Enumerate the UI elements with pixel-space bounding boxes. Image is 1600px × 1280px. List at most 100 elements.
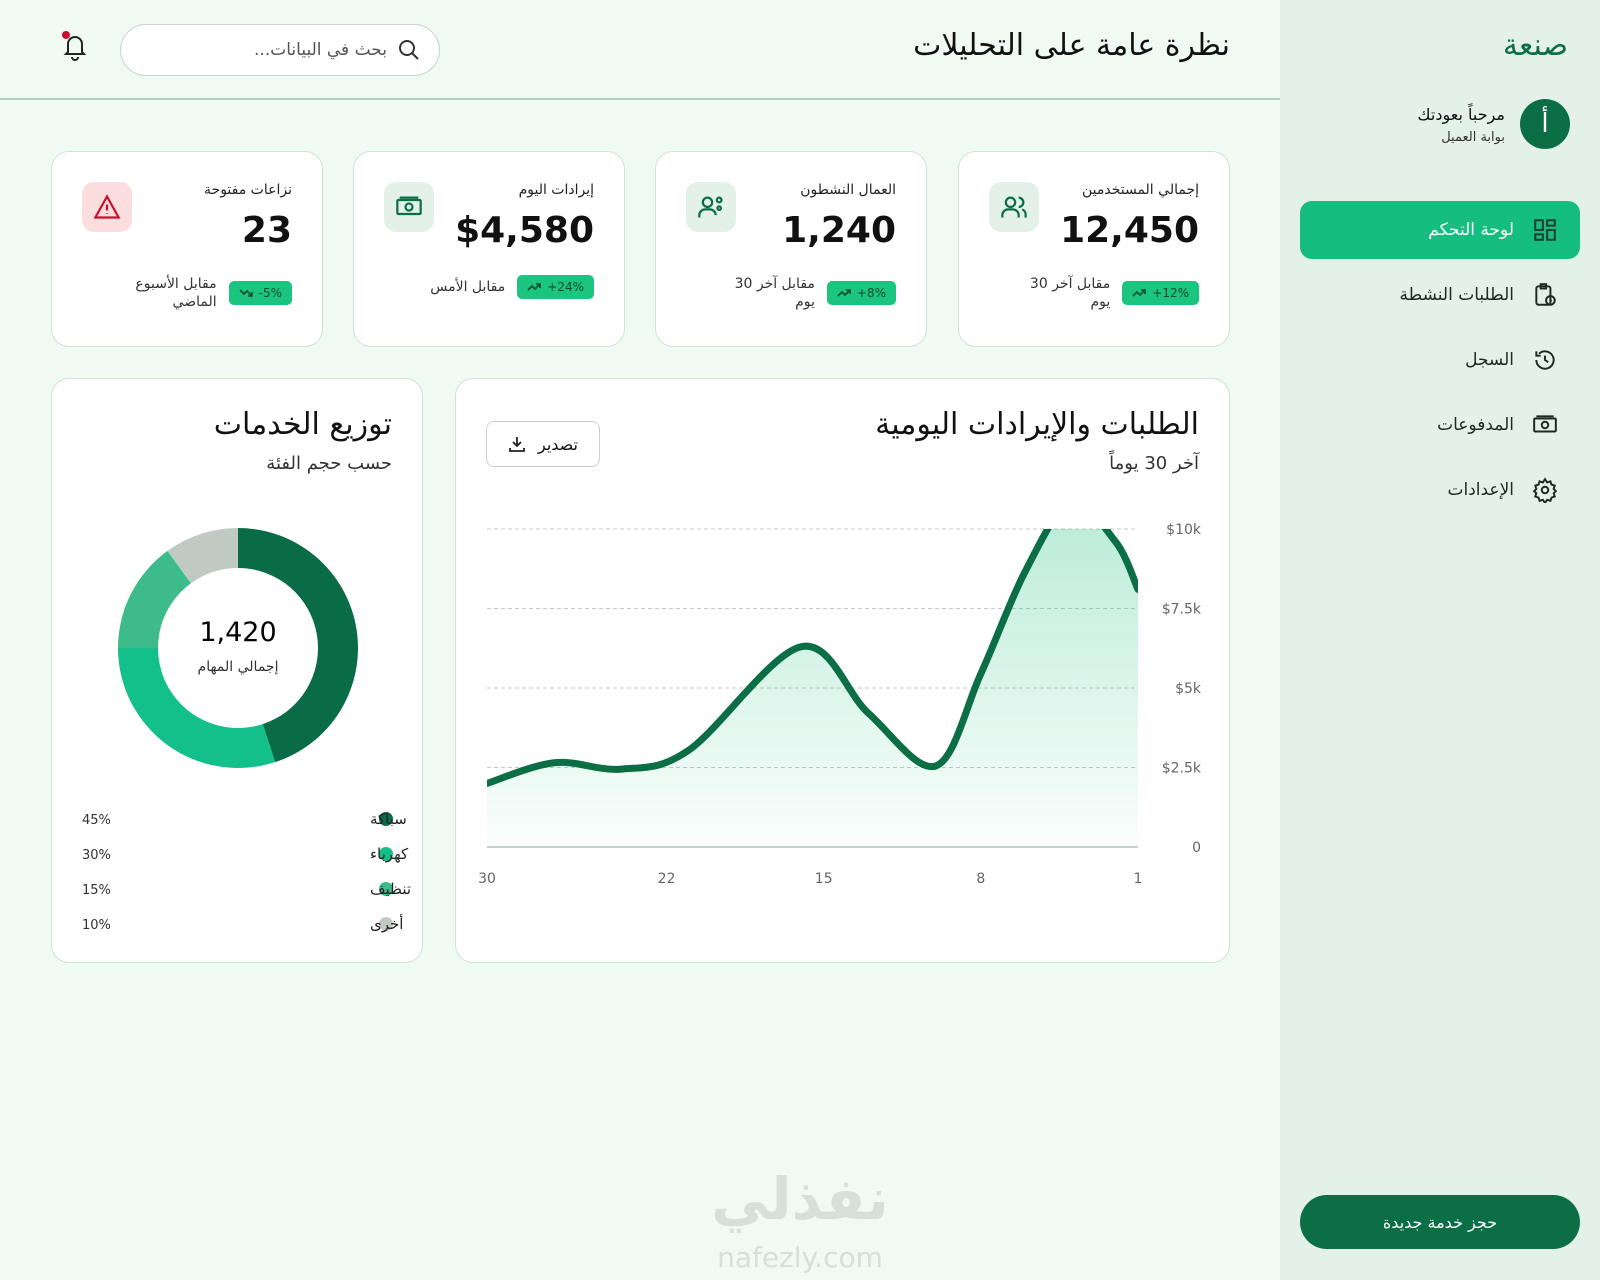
legend-label: سباكة xyxy=(370,810,407,828)
stat-card: إجمالي المستخدمين 12,450 +12% مقابل آخر 30 … xyxy=(958,151,1230,347)
stat-icon xyxy=(384,182,434,232)
legend-value: 10% xyxy=(82,918,111,933)
cta-button[interactable]: حجز خدمة جديدة xyxy=(1300,1195,1580,1249)
y-tick-label: 0 xyxy=(1192,840,1201,856)
nav-item[interactable]: السجل xyxy=(1300,331,1580,389)
stat-card: إيرادات اليوم $4,580 +24% مقابل الأمس xyxy=(353,151,625,347)
comparison: مقابل الأمس xyxy=(430,278,506,295)
change-badge: +12% xyxy=(1122,281,1199,306)
nav-icon xyxy=(1535,350,1555,370)
stat-card: العمال النشطون 1,240 +8% مقابل آخر 30 يوم xyxy=(655,151,927,347)
donut-slice xyxy=(118,550,191,648)
legend-value: 15% xyxy=(82,883,111,898)
legend-swatch xyxy=(379,812,393,826)
nav-icon xyxy=(1532,477,1558,503)
download-icon xyxy=(509,437,525,452)
legend-swatch xyxy=(379,847,393,861)
nav-icon xyxy=(1533,415,1557,433)
stat-icon xyxy=(82,182,132,232)
role: بوابة العميل xyxy=(1441,130,1505,145)
stat-label: نزاعات مفتوحة xyxy=(204,182,292,198)
change-value: -5% xyxy=(258,286,282,301)
y-tick-label: $7.5k xyxy=(1162,602,1202,618)
x-tick-label: 22 xyxy=(658,871,676,887)
legend-swatch xyxy=(379,882,393,896)
icon xyxy=(93,194,121,219)
x-tick-label: 30 xyxy=(478,871,496,887)
header-divider xyxy=(0,98,1280,100)
nav-item[interactable]: المدفوعات xyxy=(1300,396,1580,454)
page-title: نظرة عامة على التحليلات xyxy=(913,28,1230,63)
plot xyxy=(487,529,1138,847)
trend-icon xyxy=(239,289,253,297)
nav-item[interactable]: الطلبات النشطة xyxy=(1300,266,1580,324)
stat-label: العمال النشطون xyxy=(800,182,896,198)
stat-footer: -5% مقابل الأسبوع الماضي xyxy=(117,275,292,311)
icon xyxy=(698,196,723,218)
x-tick-label: 1 xyxy=(1134,871,1143,887)
x-tick-label: 8 xyxy=(976,871,985,887)
search-box[interactable]: بحث في البيانات... xyxy=(120,24,440,76)
center-label: إجمالي المهام xyxy=(198,659,279,675)
chart-title: الطلبات والإيرادات اليومية xyxy=(875,407,1199,442)
nav-icon xyxy=(1534,219,1556,241)
nav-label: الإعدادات xyxy=(1447,480,1514,500)
brand: صنعة xyxy=(1502,28,1568,63)
stat-icon xyxy=(989,182,1039,232)
area xyxy=(487,529,1138,847)
stat-value: 1,240 xyxy=(782,210,896,251)
chart-title: توزيع الخدمات xyxy=(213,407,392,442)
nav-label: لوحة التحكم xyxy=(1428,220,1514,240)
legend-value: 45% xyxy=(82,813,111,828)
icon xyxy=(1001,196,1027,218)
comparison: مقابل الأسبوع الماضي xyxy=(135,276,217,311)
stat-label: إجمالي المستخدمين xyxy=(1081,182,1199,198)
watermark: نفذلي xyxy=(711,1165,889,1233)
search-icon xyxy=(399,40,419,60)
trend-icon xyxy=(527,283,542,291)
sidebar: صنعة أ مرحباً بعودتك بوابة العميل لوحة ا… xyxy=(1280,0,1600,1280)
center-value: 1,420 xyxy=(199,617,276,648)
nav-item[interactable]: لوحة التحكم xyxy=(1300,201,1580,259)
change-badge: +24% xyxy=(517,275,594,299)
chart-subtitle: حسب حجم الفئة xyxy=(266,453,392,474)
x-tick-label: 15 xyxy=(815,871,833,887)
export-button[interactable]: تصدير xyxy=(486,421,600,467)
icon xyxy=(396,196,422,216)
nav-label: السجل xyxy=(1465,350,1514,370)
donut-slice xyxy=(238,528,359,763)
legend-label: أخرى xyxy=(370,914,403,933)
stat-icon xyxy=(686,182,736,232)
search-placeholder: بحث في البيانات... xyxy=(254,40,387,60)
comparison: مقابل آخر 30 يوم xyxy=(1029,276,1111,311)
change-value: +12% xyxy=(1152,286,1189,301)
stat-value: 23 xyxy=(241,210,292,251)
change-value: +8% xyxy=(856,286,886,301)
donut-chart: 1,420 إجمالي المهام سباكة 45% كهرباء 30% تنظ… xyxy=(82,528,411,933)
donut-slice xyxy=(117,648,276,768)
stat-footer: +12% مقابل آخر 30 يوم xyxy=(1010,275,1199,311)
nav-icon xyxy=(1535,283,1556,306)
donut-slice xyxy=(167,528,238,584)
export-label: تصدير xyxy=(538,434,579,454)
comparison: مقابل آخر 30 يوم xyxy=(734,276,815,311)
legend-label: كهرباء xyxy=(370,845,409,863)
greeting: مرحباً بعودتك xyxy=(1417,105,1505,124)
donut-card: توزيع الخدمات حسب حجم الفئة 1,420 إجمالي… xyxy=(51,378,423,963)
line-chart: 0 $2.5k $5k $7.5k $10k 30 22 15 8 1 xyxy=(478,522,1202,887)
stat-card: نزاعات مفتوحة 23 -5% مقابل الأسبوع الماضي xyxy=(51,151,323,347)
legend-label: تنظيف xyxy=(370,880,411,898)
line xyxy=(487,529,1138,787)
avatar: أ xyxy=(1520,99,1570,149)
nav-label: المدفوعات xyxy=(1437,415,1514,435)
bell[interactable] xyxy=(60,30,90,62)
trend-icon xyxy=(837,289,851,297)
nav-label: الطلبات النشطة xyxy=(1399,285,1514,305)
legend-swatch xyxy=(379,917,393,931)
y-tick-label: $5k xyxy=(1175,681,1202,697)
nav-item[interactable]: الإعدادات xyxy=(1300,461,1580,519)
stat-value: $4,580 xyxy=(455,210,594,251)
stat-label: إيرادات اليوم xyxy=(518,182,594,198)
stat-value: 12,450 xyxy=(1060,210,1199,251)
